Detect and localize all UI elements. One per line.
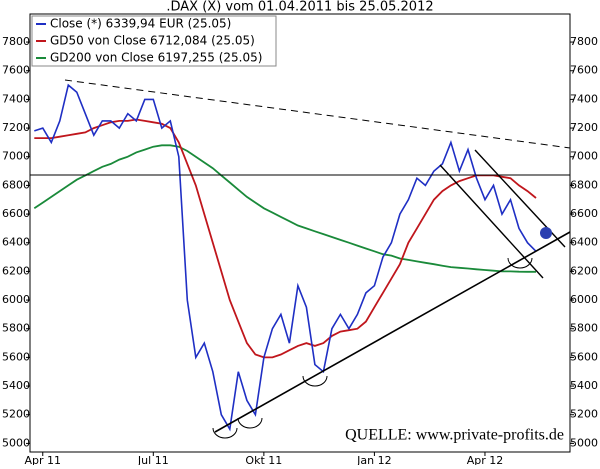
y2-tick-label: 6200 xyxy=(570,264,598,277)
y2-tick-label: 6800 xyxy=(570,178,598,191)
series-line xyxy=(34,83,537,432)
x-tick-label: Okt 11 xyxy=(245,454,282,465)
x-tick-label: Jan 12 xyxy=(356,454,391,465)
y-tick-label: 6000 xyxy=(2,293,30,306)
source-note: QUELLE: www.private-profits.de xyxy=(345,427,564,444)
y-tick-label: 7600 xyxy=(2,64,30,77)
y2-tick-label: 5800 xyxy=(570,322,598,335)
x-tick-label: Apr 12 xyxy=(467,454,504,465)
bottom-arcs xyxy=(212,257,533,439)
y-tick-label: 5400 xyxy=(2,379,30,392)
y-tick-label: 7000 xyxy=(2,150,30,163)
bomb-icon xyxy=(540,227,552,239)
y-tick-label: 5200 xyxy=(2,408,30,421)
y2-tick-label: 7400 xyxy=(570,92,598,105)
y2-tick-label: 7800 xyxy=(570,35,598,48)
y2-tick-label: 5200 xyxy=(570,408,598,421)
x-tick-label: Jul 11 xyxy=(137,454,169,465)
series-line xyxy=(34,118,537,359)
y-tick-label: 6200 xyxy=(2,264,30,277)
y2-tick-label: 5400 xyxy=(570,379,598,392)
y-tick-label: 5800 xyxy=(2,322,30,335)
y-tick-label: 6600 xyxy=(2,207,30,220)
plot: 5000 5000 5200 5200 5400 5400 5600 5600 5800 5800… xyxy=(2,35,598,467)
y2-tick-label: 5000 xyxy=(570,436,598,449)
y-tick-label: 7800 xyxy=(2,35,30,48)
y2-tick-label: 5600 xyxy=(570,350,598,363)
y2-tick-label: 6400 xyxy=(570,236,598,249)
y2-tick-label: 7600 xyxy=(570,64,598,77)
source-bg xyxy=(342,425,566,447)
y-tick-label: 6800 xyxy=(2,178,30,191)
x-tick-label: Apr 11 xyxy=(24,454,61,465)
y2-tick-label: 6000 xyxy=(570,293,598,306)
channel-line xyxy=(439,164,544,279)
y-tick-label: 5600 xyxy=(2,350,30,363)
series-line xyxy=(33,144,536,273)
y-tick-label: 7400 xyxy=(2,92,30,105)
legend-label: GD50 von Close 6712,084 (25.05) xyxy=(50,34,255,48)
chart-title: .DAX (X) vom 01.04.2011 bis 25.05.2012 xyxy=(166,0,433,15)
y-tick-label: 7200 xyxy=(2,121,30,134)
y2-tick-label: 7200 xyxy=(570,121,598,134)
legend xyxy=(31,15,277,67)
legend-label: GD200 von Close 6197,255 (25.05) xyxy=(50,51,262,65)
legend-label: Close (*) 6339,94 EUR (25.05) xyxy=(50,17,231,31)
resistance-trendline xyxy=(64,79,571,149)
y2-tick-label: 7000 xyxy=(570,150,598,163)
y-tick-label: 6400 xyxy=(2,236,30,249)
plot-frame xyxy=(29,13,571,453)
y2-tick-label: 6600 xyxy=(570,207,598,220)
support-trendline xyxy=(214,231,571,433)
legend-items: Close (*) 6339,94 EUR (25.05) GD50 von Cl… xyxy=(36,17,262,65)
y-tick-label: 5000 xyxy=(2,436,30,449)
